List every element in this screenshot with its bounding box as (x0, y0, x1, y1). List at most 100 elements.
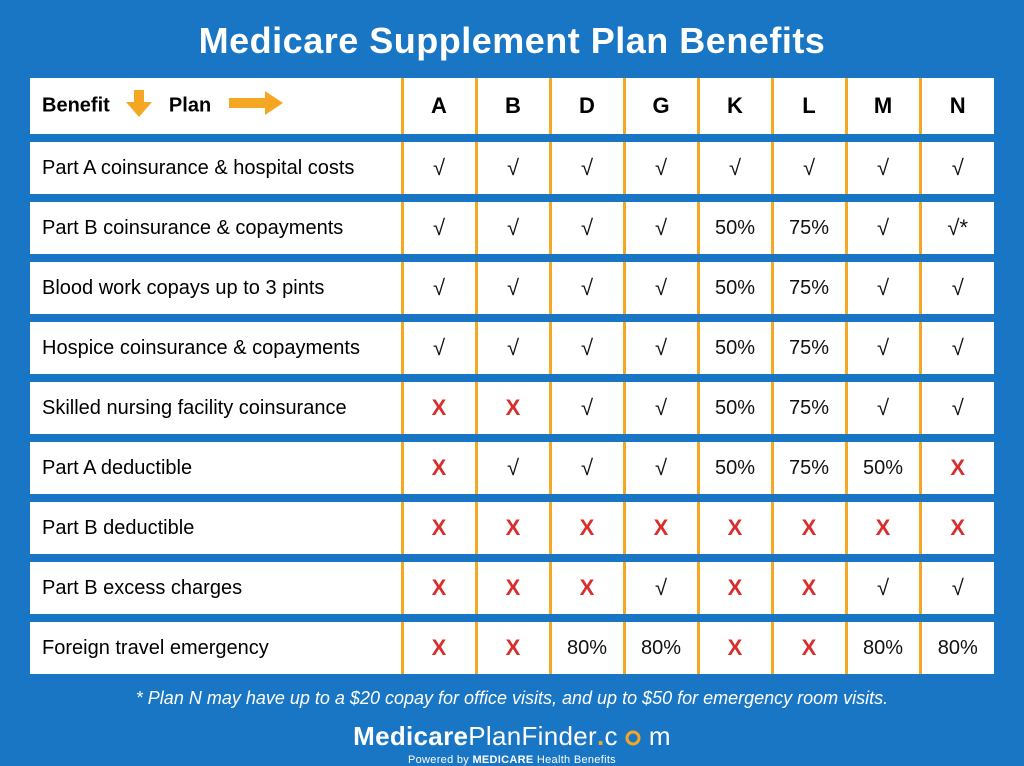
cell-L: 75% (772, 202, 846, 254)
cell-K: X (698, 622, 772, 674)
check-icon: √ (581, 155, 593, 180)
plan-header-N: N (920, 78, 994, 134)
cross-icon: X (580, 515, 595, 540)
cell-K: 50% (698, 262, 772, 314)
percent-value: 75% (789, 217, 829, 239)
row-spacer (30, 134, 994, 142)
check-icon: √ (655, 335, 667, 360)
cross-icon: X (950, 455, 965, 480)
benefit-header-label: Benefit (42, 94, 110, 116)
check-icon: √ (581, 275, 593, 300)
cell-G: √ (624, 322, 698, 374)
check-icon: √ (952, 395, 964, 420)
brand-subtitle: Powered by MEDICARE Health Benefits (353, 754, 671, 766)
cell-N: 80% (920, 622, 994, 674)
plan-header-B: B (476, 78, 550, 134)
row-spacer (30, 434, 994, 442)
cell-K: 50% (698, 442, 772, 494)
cell-B: X (476, 502, 550, 554)
check-icon: √ (952, 575, 964, 600)
cross-icon: X (432, 515, 447, 540)
cell-B: √ (476, 202, 550, 254)
cell-K: X (698, 562, 772, 614)
table-row: Part A deductibleX√√√50%75%50%X (30, 442, 994, 494)
cell-M: X (846, 502, 920, 554)
brand-part3: c (605, 721, 618, 751)
cell-M: √ (846, 142, 920, 194)
cross-icon: X (802, 635, 817, 660)
check-icon: √ (729, 155, 741, 180)
cell-G: X (624, 502, 698, 554)
cross-icon: X (506, 575, 521, 600)
benefit-plan-header: Benefit Plan (30, 78, 402, 134)
benefit-label: Blood work copays up to 3 pints (30, 262, 402, 314)
cell-D: √ (550, 322, 624, 374)
cell-B: √ (476, 262, 550, 314)
plan-header-label: Plan (169, 94, 211, 116)
cell-D: X (550, 502, 624, 554)
cross-icon: X (432, 635, 447, 660)
cross-icon: X (506, 515, 521, 540)
percent-value: 75% (789, 397, 829, 419)
cell-L: X (772, 622, 846, 674)
table-body: Part A coinsurance & hospital costs√√√√√… (30, 134, 994, 674)
cell-D: √ (550, 442, 624, 494)
cell-K: 50% (698, 382, 772, 434)
cell-L: X (772, 562, 846, 614)
percent-value: 80% (938, 637, 978, 659)
benefit-label: Part B coinsurance & copayments (30, 202, 402, 254)
cell-G: 80% (624, 622, 698, 674)
cell-A: X (402, 382, 476, 434)
percent-value: 75% (789, 457, 829, 479)
footnote: * Plan N may have up to a $20 copay for … (136, 688, 888, 709)
cross-icon: X (802, 515, 817, 540)
row-spacer (30, 614, 994, 622)
brand-part4: m (649, 721, 671, 751)
cross-icon: X (506, 635, 521, 660)
cell-A: X (402, 562, 476, 614)
table-row: Skilled nursing facility coinsuranceXX√√… (30, 382, 994, 434)
brand-sub-suffix: Health Benefits (534, 754, 616, 766)
cell-B: X (476, 382, 550, 434)
percent-value: 50% (863, 457, 903, 479)
cell-D: 80% (550, 622, 624, 674)
check-icon: √ (952, 155, 964, 180)
cross-icon: X (654, 515, 669, 540)
cell-N: √ (920, 562, 994, 614)
cell-L: 75% (772, 442, 846, 494)
row-spacer (30, 194, 994, 202)
check-icon: √ (433, 215, 445, 240)
cell-B: X (476, 622, 550, 674)
check-icon: √ (655, 575, 667, 600)
check-icon: √ (655, 275, 667, 300)
table-row: Part A coinsurance & hospital costs √ √ √ √ √… (30, 142, 994, 194)
cross-icon: X (950, 515, 965, 540)
cell-G: √ (624, 562, 698, 614)
brand-o-icon (618, 721, 649, 751)
check-icon: √ (507, 455, 519, 480)
percent-value: 75% (789, 277, 829, 299)
plan-header-A: A (402, 78, 476, 134)
table-row: Hospice coinsurance & copayments√√√√50%7… (30, 322, 994, 374)
cell-G: √ (624, 382, 698, 434)
check-icon: √ (433, 155, 445, 180)
benefit-label: Part A coinsurance & hospital costs (30, 142, 402, 194)
check-icon: √ (507, 275, 519, 300)
brand-part1: Medicare (353, 721, 468, 751)
cell-L: 75% (772, 382, 846, 434)
percent-value: 75% (789, 337, 829, 359)
cell-B: √ (476, 322, 550, 374)
cell-N: √ (920, 262, 994, 314)
check-icon: √ (952, 335, 964, 360)
cell-L: 75% (772, 322, 846, 374)
row-spacer (30, 374, 994, 382)
benefit-label: Part B deductible (30, 502, 402, 554)
cell-D: √ (550, 202, 624, 254)
check-icon: √ (507, 215, 519, 240)
cell-N: √* (920, 202, 994, 254)
cell-D: √ (550, 262, 624, 314)
brand-sub-prefix: Powered by (408, 754, 472, 766)
check-icon: √ (877, 215, 889, 240)
check-icon: √ (655, 215, 667, 240)
cell-G: √ (624, 202, 698, 254)
